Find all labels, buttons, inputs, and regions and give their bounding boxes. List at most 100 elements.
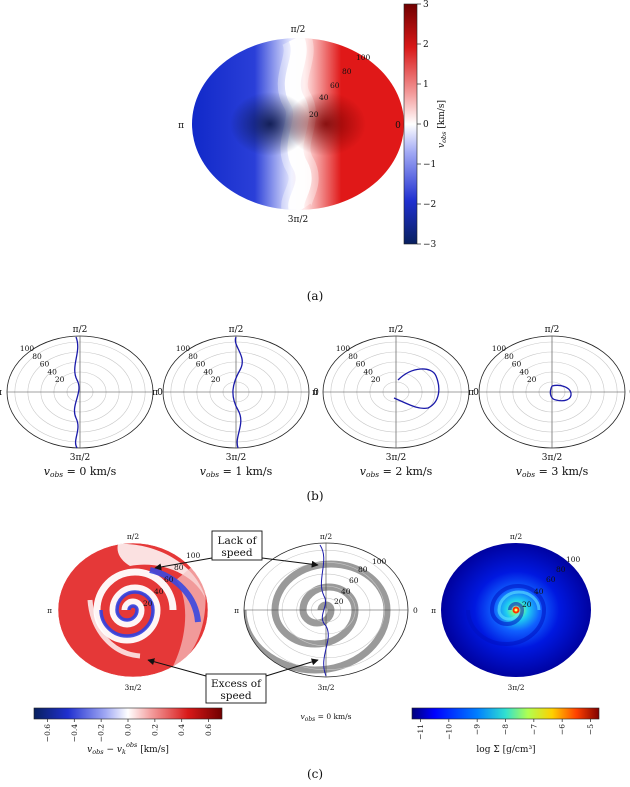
c1-colorbar-tick-label: 0.4 bbox=[177, 724, 186, 736]
b2-caption: vobs = 2 km/s bbox=[360, 465, 433, 479]
b3-radial-tick: 60 bbox=[512, 360, 522, 369]
b2-angle-label: π bbox=[312, 388, 318, 398]
b0-angle-label: π/2 bbox=[73, 325, 88, 335]
c2-angle-label-right: 0 bbox=[413, 606, 418, 615]
c2-radial-tick-60: 60 bbox=[349, 576, 359, 585]
c2-angle-label-bottom: 3π/2 bbox=[318, 683, 335, 692]
c2-angle-label-left: π bbox=[234, 606, 239, 615]
c1-radial-tick-100: 100 bbox=[186, 551, 201, 560]
b0-radial-tick: 40 bbox=[47, 367, 57, 376]
a-radial-tick-20: 20 bbox=[309, 110, 319, 119]
lack-arrow-right bbox=[261, 557, 319, 568]
b1-radial-tick: 100 bbox=[176, 344, 191, 353]
a-angle-label-bottom: 3π/2 bbox=[288, 215, 308, 225]
a-radial-tick-40: 40 bbox=[319, 93, 329, 102]
c2-radial-tick-80: 80 bbox=[358, 565, 368, 574]
b1-radial-tick: 60 bbox=[196, 360, 206, 369]
c1-angle-label-left: π bbox=[47, 606, 52, 615]
c1-angle-label-bottom: 3π/2 bbox=[125, 683, 142, 692]
b0-angle-label: 3π/2 bbox=[70, 453, 90, 463]
b2-radial-tick: 20 bbox=[371, 375, 381, 384]
b3-radial-tick: 80 bbox=[504, 352, 514, 361]
c3-angle-label-bottom: 3π/2 bbox=[508, 683, 525, 692]
b0-angle-label: π bbox=[0, 388, 2, 398]
b0-caption: vobs = 0 km/s bbox=[44, 465, 117, 479]
b2-radial-tick: 60 bbox=[356, 360, 366, 369]
a-radial-tick-80: 80 bbox=[342, 67, 352, 76]
b2-angle-label: 3π/2 bbox=[386, 453, 406, 463]
b1-angle-label: 0 bbox=[313, 388, 319, 398]
b3-angle-label: π/2 bbox=[545, 325, 560, 335]
panel-a: π/2 π 0 3π/2 20 40 60 80 100 3210−1−2−3 … bbox=[178, 0, 448, 303]
c3-radial-tick-40: 40 bbox=[534, 587, 544, 596]
a-colorbar-tick-label: −2 bbox=[423, 200, 436, 210]
c1-colorbar-tick-label: −0.4 bbox=[70, 724, 79, 742]
b2-vobs-contour bbox=[393, 368, 440, 410]
lack-of-speed-line1: Lack of bbox=[217, 535, 257, 547]
c1-colorbar-label: vobs − vkobs [km/s] bbox=[87, 741, 169, 756]
c1-colorbar-tick-label: 0.2 bbox=[150, 724, 159, 736]
c3-angle-label-left: π bbox=[431, 606, 436, 615]
c3-angle-label-top: π/2 bbox=[510, 532, 522, 541]
c3-radial-tick-60: 60 bbox=[546, 575, 556, 584]
excess-of-speed-line2: speed bbox=[220, 690, 252, 702]
c1-radial-tick-40: 40 bbox=[154, 587, 164, 596]
b3-angle-label: 3π/2 bbox=[542, 453, 562, 463]
c3-colorbar-tick-label: −10 bbox=[444, 724, 453, 740]
excess-of-speed-line1: Excess of bbox=[211, 678, 262, 690]
a-radial-tick-100: 100 bbox=[356, 53, 371, 62]
b3-radial-tick: 20 bbox=[527, 375, 537, 384]
b1-angle-label: 3π/2 bbox=[226, 453, 246, 463]
b3-radial-tick: 100 bbox=[492, 344, 507, 353]
excess-of-speed-box bbox=[205, 673, 267, 704]
c2-radial-tick-100: 100 bbox=[372, 557, 387, 566]
c1-radial-tick-60: 60 bbox=[164, 575, 174, 584]
b0-vobs-contour bbox=[73, 336, 80, 449]
excess-arrow-right bbox=[265, 658, 319, 677]
c3-colorbar-label: log Σ [g/cm³] bbox=[476, 745, 535, 755]
c1-colorbar-tick-label: 0.6 bbox=[204, 724, 213, 736]
c3-colorbar-tick-label: −5 bbox=[586, 724, 595, 735]
c1-colorbar-tick-label: 0.0 bbox=[124, 724, 133, 736]
c1-angle-label-top: π/2 bbox=[127, 532, 139, 541]
panel-c: π/2 π 3π/2 20 40 60 80 100 π/2 π 0 3π/2 … bbox=[33, 530, 600, 781]
c3-radial-tick-100: 100 bbox=[566, 555, 581, 564]
c3-colorbar-tick-label: −9 bbox=[473, 724, 482, 735]
b0-radial-tick: 100 bbox=[20, 344, 35, 353]
b0-radial-tick: 60 bbox=[40, 360, 50, 369]
a-angle-label-right: 0 bbox=[395, 121, 401, 131]
b1-radial-tick: 20 bbox=[211, 375, 221, 384]
c3-colorbar-tick-label: −7 bbox=[529, 724, 538, 735]
c1-colorbar-tick-label: −0.6 bbox=[43, 724, 52, 742]
a-colorbar-tick-label: −1 bbox=[423, 160, 436, 170]
b1-radial-tick: 80 bbox=[188, 352, 198, 361]
caption-b: (b) bbox=[306, 489, 323, 503]
c2-caption: vobs = 0 km/s bbox=[300, 712, 351, 723]
a-colorbar-tick-label: 2 bbox=[423, 40, 429, 50]
b3-caption: vobs = 3 km/s bbox=[516, 465, 589, 479]
b2-angle-label: 0 bbox=[473, 388, 479, 398]
c3-radial-tick-80: 80 bbox=[556, 565, 566, 574]
a-angle-label-top: π/2 bbox=[291, 25, 306, 35]
c3-radial-tick-20: 20 bbox=[522, 600, 532, 609]
b3-radial-tick: 40 bbox=[519, 367, 529, 376]
b2-radial-tick: 40 bbox=[363, 367, 373, 376]
c1-colorbar-tick-label: −0.2 bbox=[97, 724, 106, 742]
c3-colorbar-tick-label: −8 bbox=[501, 724, 510, 735]
b2-radial-tick: 100 bbox=[336, 344, 351, 353]
c3-colorbar bbox=[411, 707, 600, 720]
b1-angle-label: π bbox=[152, 388, 158, 398]
c-contour-plot: π/2 π 0 3π/2 20 40 60 80 100 vobs = 0 km… bbox=[234, 532, 418, 723]
c1-colorbar-ticks: −0.6 −0.4 −0.2 0.0 0.2 0.4 0.6 bbox=[43, 719, 213, 742]
excess-arrow-left bbox=[147, 658, 207, 677]
b1-caption: vobs = 1 km/s bbox=[200, 465, 273, 479]
c-residual-map bbox=[58, 543, 208, 677]
b0-radial-tick: 80 bbox=[32, 352, 42, 361]
a-colorbar-label: vobs [km/s] bbox=[437, 100, 448, 148]
a-colorbar-ticks: 3 2 1 0 −1 −2 −3 bbox=[417, 0, 437, 250]
c1-radial-tick-80: 80 bbox=[174, 563, 184, 572]
